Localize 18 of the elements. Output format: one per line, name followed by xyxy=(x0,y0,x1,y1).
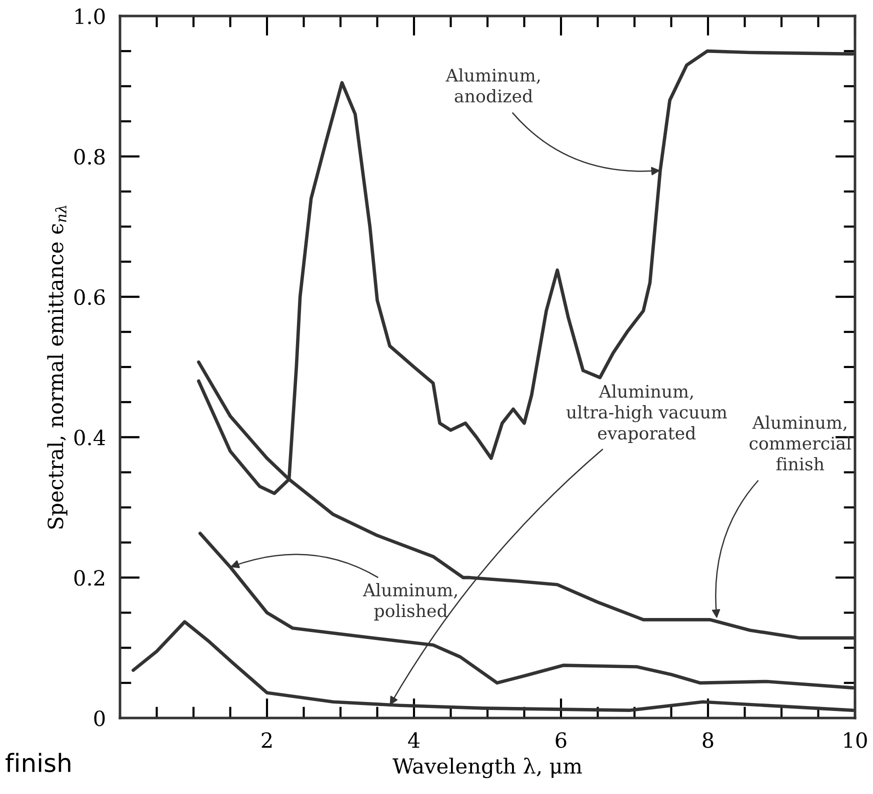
y-tick-label: 0.6 xyxy=(74,289,105,306)
annotation: Aluminum, ultra-high vacuum evaporated xyxy=(566,384,727,443)
y-tick-label: 0.8 xyxy=(74,148,105,165)
text: finish xyxy=(6,752,70,772)
x-tick-label: 4 xyxy=(408,732,420,748)
x-tick-label: 8 xyxy=(702,732,714,748)
annotation: Aluminum, polished xyxy=(362,583,457,621)
annotation: Aluminum, commercial finish xyxy=(750,416,852,470)
y-axis-title: Spectral, normal emittance ϵ$_{nλ}$ xyxy=(47,206,68,529)
x-tick-label: 6 xyxy=(556,732,566,748)
x-tick-label: 2 xyxy=(262,732,272,748)
y-tick-label: 0.4 xyxy=(74,430,106,446)
y-tick-label: 1.0 xyxy=(76,8,105,24)
y-tick-label: 0.2 xyxy=(74,570,104,586)
y-tick-label: 0 xyxy=(94,710,105,726)
annotation: Aluminum, anodized xyxy=(446,68,540,103)
x-tick-label: 10 xyxy=(844,732,867,748)
x-axis-title: Wavelength λ, μm xyxy=(392,758,582,778)
